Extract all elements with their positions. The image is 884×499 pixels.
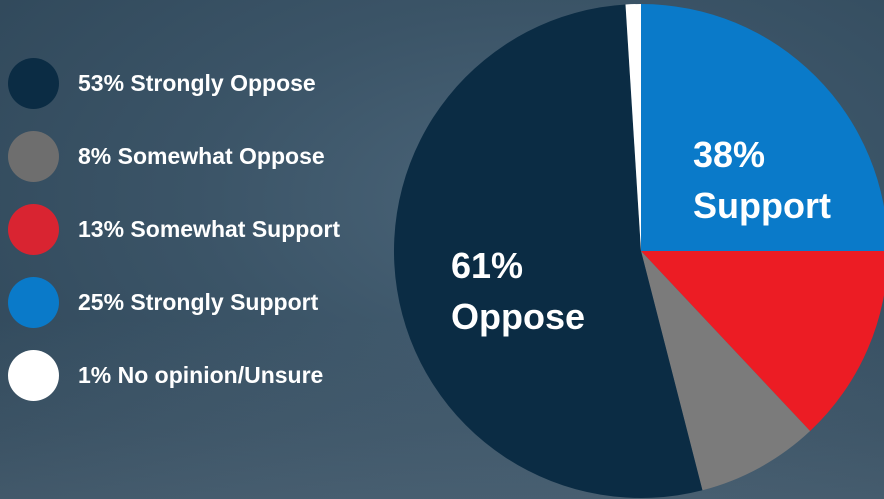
pie-slice-somewhat-oppose <box>641 251 811 491</box>
legend-item-somewhat-support: 13% Somewhat Support <box>8 204 408 255</box>
legend-swatch-no-opinion <box>8 350 59 401</box>
oppose-total-percent: 61% <box>451 245 523 286</box>
legend-label-no-opinion: 1% No opinion/Unsure <box>78 362 324 388</box>
support-total-percent: 38% <box>693 134 765 175</box>
legend-label-somewhat-oppose: 8% Somewhat Oppose <box>78 143 325 169</box>
legend: 53% Strongly Oppose 8% Somewhat Oppose 1… <box>8 58 408 423</box>
pie-slice-somewhat-support <box>641 251 884 432</box>
legend-swatch-somewhat-oppose <box>8 131 59 182</box>
legend-item-no-opinion: 1% No opinion/Unsure <box>8 350 408 401</box>
pie-slice-no-opinion-unsure <box>625 4 641 251</box>
pie-slices <box>393 4 884 499</box>
legend-item-strongly-support: 25% Strongly Support <box>8 277 408 328</box>
pie-slice-strongly-oppose <box>393 4 703 499</box>
legend-item-somewhat-oppose: 8% Somewhat Oppose <box>8 131 408 182</box>
pie-slice-strongly-support <box>641 4 884 251</box>
legend-swatch-strongly-support <box>8 277 59 328</box>
legend-label-strongly-oppose: 53% Strongly Oppose <box>78 70 316 96</box>
legend-swatch-somewhat-support <box>8 204 59 255</box>
support-total-label: Support <box>693 185 831 226</box>
legend-label-somewhat-support: 13% Somewhat Support <box>78 216 340 242</box>
oppose-total-label: Oppose <box>451 296 585 337</box>
legend-label-strongly-support: 25% Strongly Support <box>78 289 319 315</box>
legend-swatch-strongly-oppose <box>8 58 59 109</box>
legend-item-strongly-oppose: 53% Strongly Oppose <box>8 58 408 109</box>
